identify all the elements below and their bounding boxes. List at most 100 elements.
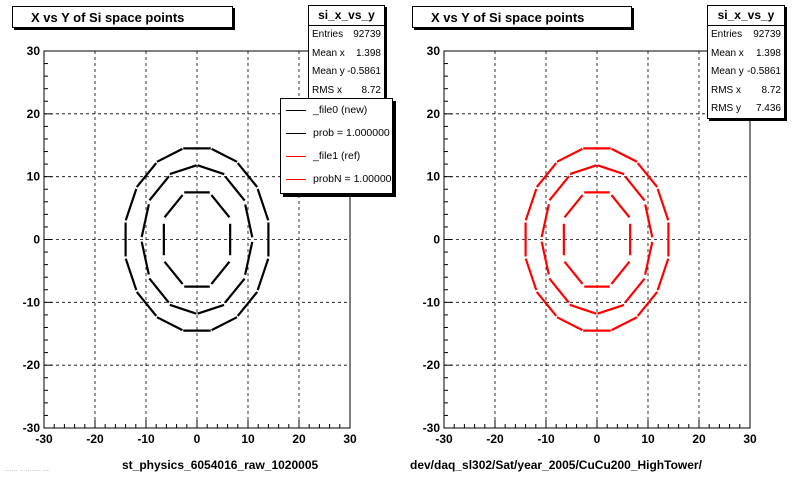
left-plot-svg: -30 -20 -10 0 10 20 30 -30 -20 -10 0 10 20 30 — [23, 44, 357, 446]
ladder-segment — [644, 204, 654, 238]
right-plot-title-text: X vs Y of Si space points — [431, 10, 585, 25]
legend-entry: _file0 (new) — [281, 99, 392, 122]
y-tick-label: 0 — [33, 233, 40, 247]
stat-value: 8.72 — [361, 84, 381, 96]
x-tick-label: -20 — [86, 432, 104, 446]
right-panel: -30 -20 -10 0 10 20 30 -30 -20 -10 0 10 20 30 X vs Y … — [400, 0, 800, 480]
stat-label: Mean y — [711, 66, 744, 77]
stat-label: Entries — [312, 29, 344, 40]
stat-value: 92739 — [353, 29, 381, 40]
x-tick-label: 0 — [194, 432, 201, 446]
y-tick-label: 20 — [427, 107, 441, 121]
right-stats-row: Entries 92739 — [708, 26, 784, 45]
stat-label: Mean x — [312, 47, 345, 59]
right-stats-box: si_x_vs_y Entries 92739 Mean x 1.398 Mean … — [707, 5, 785, 119]
right-stats-row: Mean y -0.5861 — [708, 63, 784, 82]
ladder-segment — [611, 147, 638, 163]
ladder-segment — [556, 316, 583, 332]
ladder-segment — [163, 194, 184, 218]
x-tick-label: 30 — [743, 432, 757, 446]
y-tick-label: -20 — [23, 358, 41, 372]
legend-box: _file0 (new) prob = 1.000000 _file1 (ref… — [280, 98, 393, 194]
right-file-label: dev/daq_sl302/Sat/year_2005/CuCu200_High… — [410, 458, 702, 472]
left-plot-title: X vs Y of Si space points — [12, 6, 233, 28]
ladder-segment — [656, 188, 670, 221]
ladder-segment — [197, 303, 225, 315]
right-stats-name: si_x_vs_y — [708, 6, 784, 26]
ladder-segment — [611, 316, 638, 332]
y-tick-label: -30 — [423, 421, 441, 435]
ladder-segment — [548, 175, 570, 201]
y-tick-label: 10 — [27, 170, 41, 184]
x-tick-label: 20 — [692, 432, 706, 446]
ladder-segment — [244, 204, 254, 238]
ladder-segment — [610, 194, 631, 218]
stat-value: 8.72 — [761, 84, 781, 96]
ladder-segment — [124, 188, 138, 221]
ladder-segment — [540, 241, 550, 275]
left-stats-row: RMS x 8.72 — [309, 82, 384, 101]
left-stats-row: Mean y -0.5861 — [309, 63, 384, 82]
right-stats-row: RMS x 8.72 — [708, 82, 784, 101]
y-tick-label: -10 — [423, 295, 441, 309]
x-tick-label: 10 — [641, 432, 655, 446]
x-tick-label: -10 — [137, 432, 155, 446]
ladder-segment — [563, 261, 584, 285]
ladder-segment — [148, 175, 170, 201]
stat-value: 7.436 — [755, 103, 781, 114]
ladder-segment — [236, 162, 259, 188]
ladder-segment — [135, 162, 158, 188]
ladder-segment — [210, 261, 231, 285]
ladder-segment — [569, 164, 597, 176]
ladder-segment — [140, 204, 150, 238]
ladder-segment — [644, 241, 654, 275]
ladder-segment — [211, 147, 238, 163]
ladder-segment — [524, 258, 538, 291]
x-tick-label: -30 — [35, 432, 53, 446]
ladder-segment — [636, 291, 659, 317]
legend-swatch — [286, 133, 306, 134]
x-tick-label: 20 — [292, 432, 306, 446]
ladder-segment — [563, 194, 584, 218]
y-tick-label: 30 — [27, 44, 41, 58]
left-stats-box: si_x_vs_y Entries 92739 Mean x 1.398 Mean … — [308, 5, 385, 102]
legend-label: prob = 1.000000 — [313, 127, 390, 139]
ladder-segment — [540, 204, 550, 238]
ladder-segment — [169, 164, 197, 176]
ladder-segment — [140, 241, 150, 275]
y-tick-label: 30 — [427, 44, 441, 58]
ladder-segment — [211, 316, 238, 332]
x-tick-label: -30 — [435, 432, 453, 446]
y-tick-label: -30 — [23, 421, 41, 435]
ladder-segment — [224, 175, 246, 202]
ladder-segment — [597, 164, 625, 176]
left-panel: -30 -20 -10 0 10 20 30 -30 -20 -10 0 10 20 30 X vs Y … — [4, 5, 393, 473]
ladder-segment — [535, 291, 558, 317]
legend-entry: _file1 (ref) — [281, 145, 392, 168]
x-tick-label: 30 — [343, 432, 357, 446]
left-plot-title-text: X vs Y of Si space points — [31, 10, 185, 25]
stat-label: Entries — [711, 29, 743, 40]
legend-swatch — [286, 110, 306, 111]
ladder-segment — [624, 278, 646, 304]
ladder-segment — [156, 147, 183, 163]
ladder-segment — [597, 303, 625, 315]
ladder-segment — [636, 162, 659, 188]
ladder-segment — [524, 188, 538, 221]
stat-value: 1.398 — [755, 47, 781, 59]
ladder-segment — [548, 277, 570, 304]
y-tick-label: -10 — [23, 295, 41, 309]
ladder-segment — [169, 303, 197, 315]
legend-entry: probN = 1.000000 — [281, 168, 392, 191]
stat-value: -0.5861 — [347, 66, 381, 77]
ladder-segment — [244, 241, 254, 275]
left-stats-row: Entries 92739 — [309, 26, 384, 45]
right-plot-svg: -30 -20 -10 0 10 20 30 -30 -20 -10 0 10 20 30 — [423, 44, 757, 446]
ladder-segment — [124, 258, 138, 291]
footer-note: ....... .. ........ .... — [4, 466, 51, 473]
x-tick-label: -10 — [537, 432, 555, 446]
ladder-segment — [197, 164, 225, 176]
y-tick-label: 0 — [433, 233, 440, 247]
right-stats-row: Mean x 1.398 — [708, 45, 784, 64]
y-tick-label: 20 — [27, 107, 41, 121]
